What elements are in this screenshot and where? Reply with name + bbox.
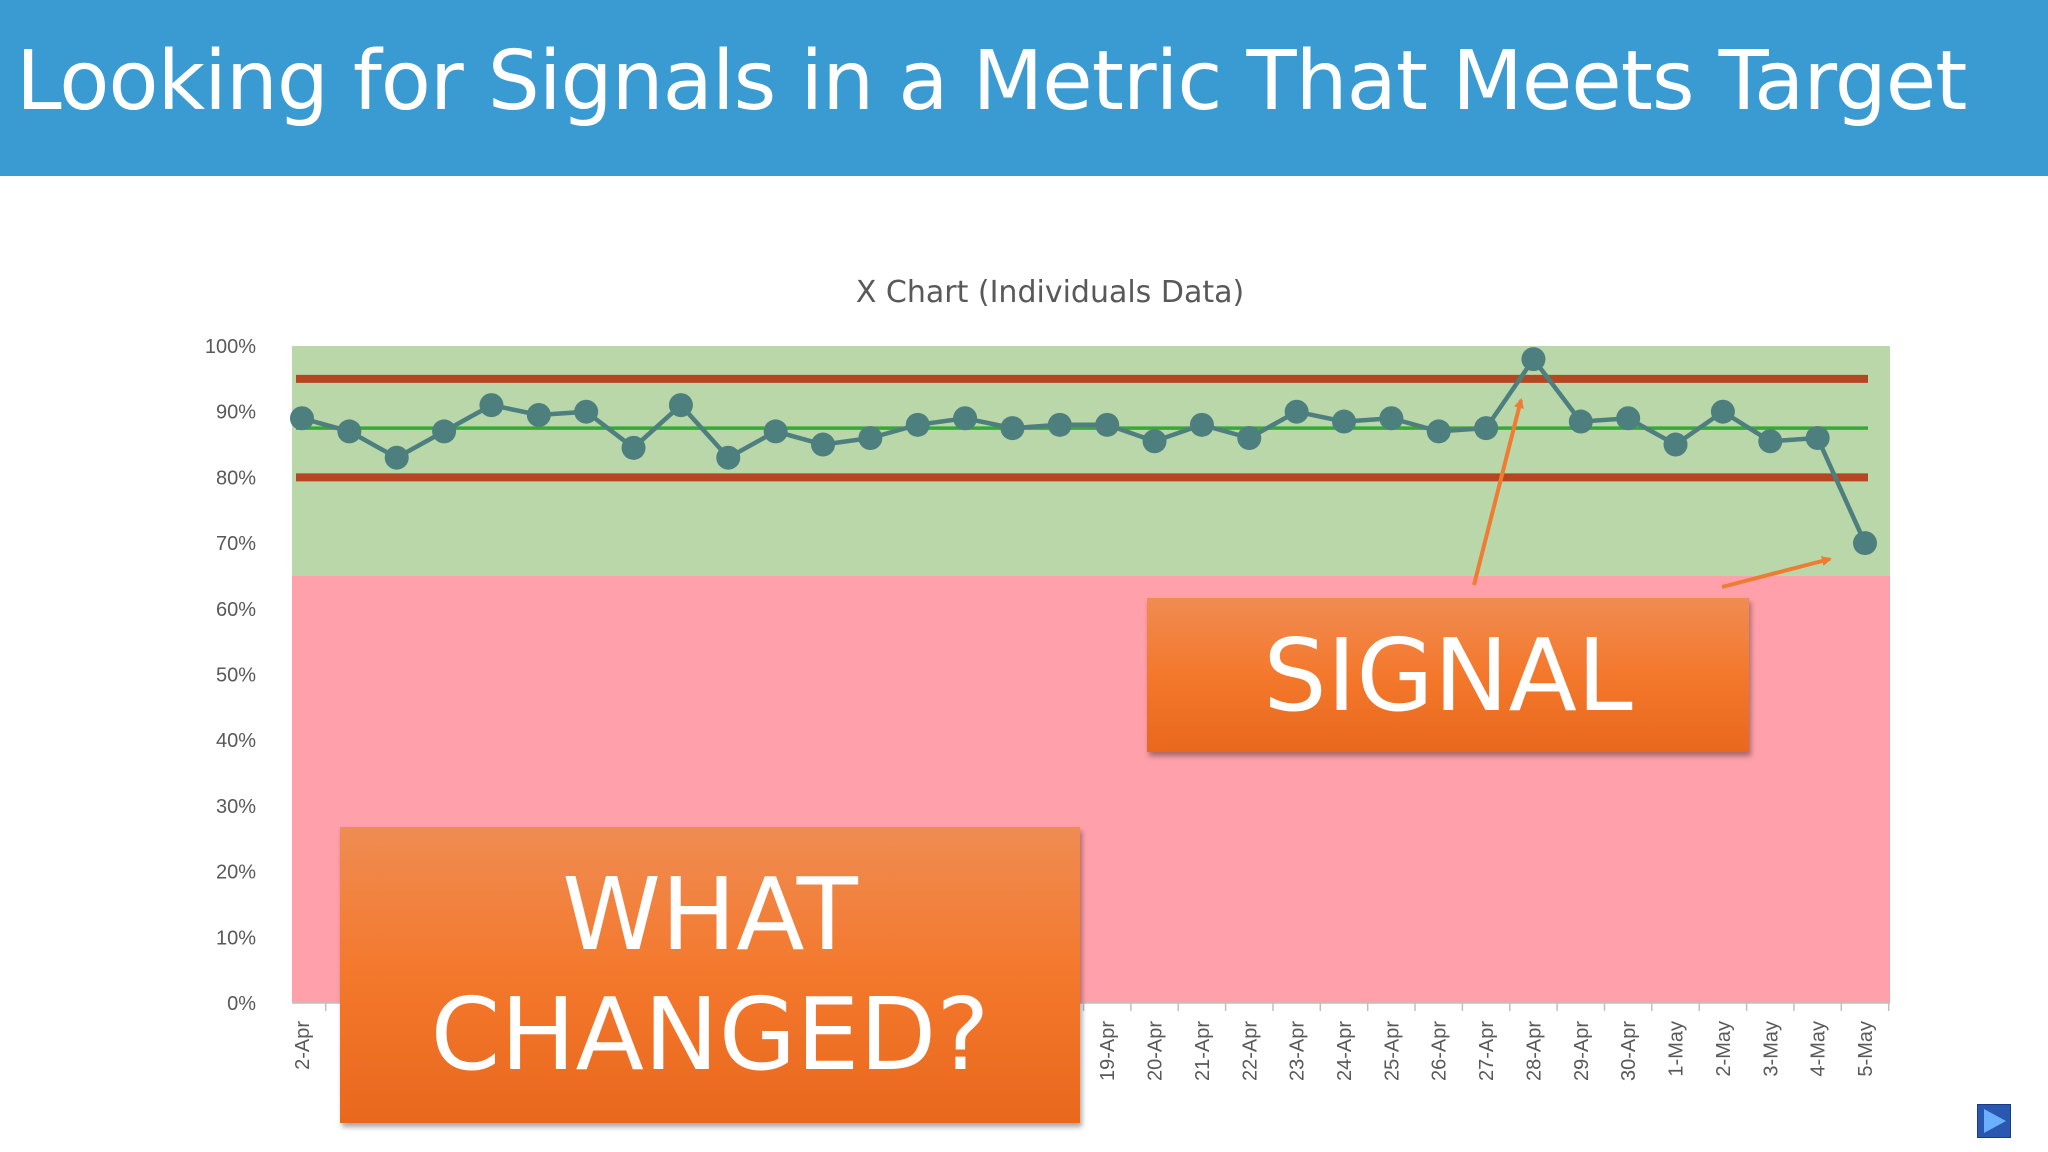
data-point-14-Apr <box>858 425 883 450</box>
x-tick-label: 30-Apr <box>1618 1021 1640 1081</box>
data-point-7-Apr <box>526 402 551 427</box>
data-point-3-May <box>1758 429 1783 454</box>
y-tick-label: 30% <box>216 796 256 818</box>
data-point-17-Apr <box>1000 416 1025 441</box>
x-tick-label: 3-May <box>1760 1021 1782 1077</box>
data-point-15-Apr <box>905 412 930 437</box>
data-point-21-Apr <box>1189 412 1214 437</box>
data-point-30-Apr <box>1616 406 1641 431</box>
x-tick-label: 20-Apr <box>1145 1021 1167 1081</box>
data-point-2-Apr <box>290 406 314 431</box>
annotation-arrows <box>1472 398 1832 589</box>
data-point-11-Apr <box>716 445 741 470</box>
data-point-6-Apr <box>479 393 504 418</box>
x-tick-label: 28-Apr <box>1523 1021 1545 1081</box>
signal-arrow-low <box>1721 556 1832 589</box>
data-point-23-Apr <box>1284 399 1309 424</box>
x-tick-label: 29-Apr <box>1571 1021 1593 1081</box>
data-point-8-Apr <box>574 399 599 424</box>
signal-callout-label: SIGNAL <box>1263 616 1633 734</box>
data-point-2-May <box>1710 399 1735 424</box>
y-tick-label: 50% <box>216 665 256 687</box>
data-point-1-May <box>1663 432 1688 457</box>
what-changed-line1: WHAT <box>562 856 858 973</box>
next-slide-button[interactable] <box>1977 1104 2011 1138</box>
x-tick-label: 1-May <box>1666 1021 1688 1077</box>
data-point-5-May <box>1853 531 1877 556</box>
y-tick-label: 20% <box>216 862 256 884</box>
x-tick-label: 2-Apr <box>292 1021 314 1070</box>
data-point-29-Apr <box>1568 409 1593 434</box>
x-tick-label: 5-May <box>1855 1021 1877 1077</box>
y-tick-label: 70% <box>216 533 256 555</box>
x-tick-label: 4-May <box>1808 1021 1830 1077</box>
data-point-13-Apr <box>811 432 835 457</box>
x-tick-label: 27-Apr <box>1476 1021 1498 1081</box>
data-point-16-Apr <box>953 406 978 431</box>
slide-title: Looking for Signals in a Metric That Mee… <box>16 34 1967 129</box>
x-tick-label: 22-Apr <box>1239 1021 1261 1081</box>
y-tick-label: 80% <box>216 467 256 489</box>
y-tick-label: 60% <box>216 599 256 621</box>
chart-title: X Chart (Individuals Data) <box>856 275 1244 310</box>
play-icon <box>1984 1109 2006 1133</box>
data-point-25-Apr <box>1379 406 1404 431</box>
x-tick-label: 24-Apr <box>1334 1021 1356 1081</box>
what-changed-line2: CHANGED? <box>430 976 990 1093</box>
series-line <box>301 355 1868 545</box>
y-tick-label: 40% <box>216 730 256 752</box>
data-point-9-Apr <box>621 435 646 460</box>
data-point-3-Apr <box>337 419 362 444</box>
data-point-12-Apr <box>763 419 788 444</box>
target-zone <box>292 346 1890 576</box>
data-point-20-Apr <box>1142 429 1167 454</box>
data-point-26-Apr <box>1426 419 1451 444</box>
x-tick-label: 2-May <box>1713 1021 1735 1077</box>
x-tick-label: 25-Apr <box>1381 1021 1403 1081</box>
data-point-4-Apr <box>384 445 409 470</box>
what-changed-callout: WHAT CHANGED? <box>340 827 1080 1123</box>
y-tick-label: 100% <box>205 336 256 358</box>
x-tick-label: 23-Apr <box>1287 1021 1309 1081</box>
y-tick-label: 10% <box>216 927 256 949</box>
reference-lines <box>296 374 1868 482</box>
x-tick-label: 26-Apr <box>1429 1021 1451 1081</box>
y-tick-label: 90% <box>216 402 256 424</box>
data-point-5-Apr <box>432 419 457 444</box>
y-axis: 0% 10% 20% 30% 40% 50% 60% 70% 80% 90% 100% <box>205 336 256 1015</box>
y-tick-label: 0% <box>227 993 256 1015</box>
data-point-22-Apr <box>1237 425 1262 450</box>
data-point-4-May <box>1805 425 1830 450</box>
signal-callout: SIGNAL <box>1147 598 1749 752</box>
data-point-24-Apr <box>1332 409 1356 434</box>
title-bar: Looking for Signals in a Metric That Mee… <box>0 0 2048 176</box>
signal-arrow-high <box>1472 398 1524 586</box>
data-point-28-Apr <box>1521 347 1546 372</box>
data-point-18-Apr <box>1047 412 1072 437</box>
data-point-10-Apr <box>668 393 693 418</box>
x-tick-label: 19-Apr <box>1097 1021 1119 1081</box>
data-point-19-Apr <box>1095 412 1120 437</box>
data-point-27-Apr <box>1474 416 1499 441</box>
x-tick-label: 21-Apr <box>1192 1021 1214 1081</box>
data-series <box>290 347 1877 556</box>
x-chart: X Chart (Individuals Data) 0% 10% 20% 30% 40… <box>205 275 1890 1081</box>
zones <box>292 346 1890 1003</box>
